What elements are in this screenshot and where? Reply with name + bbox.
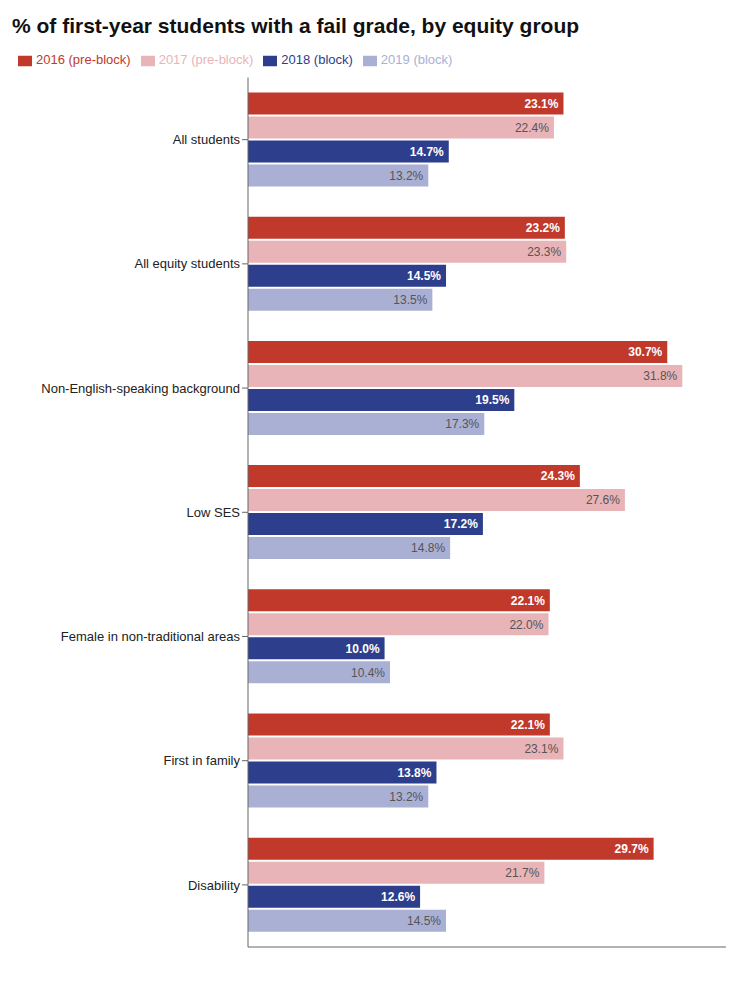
svg-text:22.1%: 22.1% xyxy=(511,594,545,608)
svg-text:17.3%: 17.3% xyxy=(445,417,479,431)
html-text:% of first-year students with: % of first-year students with a fail gra… xyxy=(12,14,580,37)
svg-text:10.0%: 10.0% xyxy=(346,642,380,656)
svg-text:21.7%: 21.7% xyxy=(505,866,539,880)
svg-text:13.2%: 13.2% xyxy=(389,790,423,804)
svg-text:23.1%: 23.1% xyxy=(524,742,558,756)
svg-text:17.2%: 17.2% xyxy=(444,517,478,531)
svg-text:All equity students: All equity students xyxy=(134,256,240,271)
html-text:2019 (block): 2019 (block) xyxy=(380,52,453,67)
svg-text:24.3%: 24.3% xyxy=(541,469,575,483)
svg-text:Non-English-speaking backgroun: Non-English-speaking background xyxy=(41,381,240,396)
svg-text:27.6%: 27.6% xyxy=(586,493,620,507)
svg-text:13.5%: 13.5% xyxy=(393,293,427,307)
html-text:2017 (pre-block): 2017 (pre-block) xyxy=(158,52,254,67)
svg-text:12.6%: 12.6% xyxy=(381,890,415,904)
svg-text:19.5%: 19.5% xyxy=(475,393,509,407)
svg-text:22.4%: 22.4% xyxy=(515,121,549,135)
svg-text:First in family: First in family xyxy=(163,753,240,768)
svg-text:14.8%: 14.8% xyxy=(411,541,445,555)
html-text:2018 (block): 2018 (block) xyxy=(281,52,353,67)
html-text:2016 (pre-block): 2016 (pre-block) xyxy=(36,52,131,67)
svg-text:Female in non-traditional area: Female in non-traditional areas xyxy=(61,629,241,644)
svg-text:Low SES: Low SES xyxy=(187,505,241,520)
svg-text:30.7%: 30.7% xyxy=(628,345,662,359)
svg-text:23.2%: 23.2% xyxy=(526,221,560,235)
svg-text:22.0%: 22.0% xyxy=(509,618,543,632)
svg-text:All students: All students xyxy=(173,132,241,147)
svg-text:10.4%: 10.4% xyxy=(351,666,385,680)
svg-text:14.7%: 14.7% xyxy=(410,145,444,159)
svg-text:14.5%: 14.5% xyxy=(407,914,441,928)
svg-text:31.8%: 31.8% xyxy=(643,369,677,383)
svg-text:22.1%: 22.1% xyxy=(511,718,545,732)
svg-text:13.2%: 13.2% xyxy=(389,169,423,183)
svg-text:14.5%: 14.5% xyxy=(407,269,441,283)
svg-text:23.1%: 23.1% xyxy=(524,97,558,111)
svg-text:13.8%: 13.8% xyxy=(397,766,431,780)
svg-text:29.7%: 29.7% xyxy=(615,842,649,856)
svg-text:23.3%: 23.3% xyxy=(527,245,561,259)
svg-text:Disability: Disability xyxy=(188,878,241,893)
